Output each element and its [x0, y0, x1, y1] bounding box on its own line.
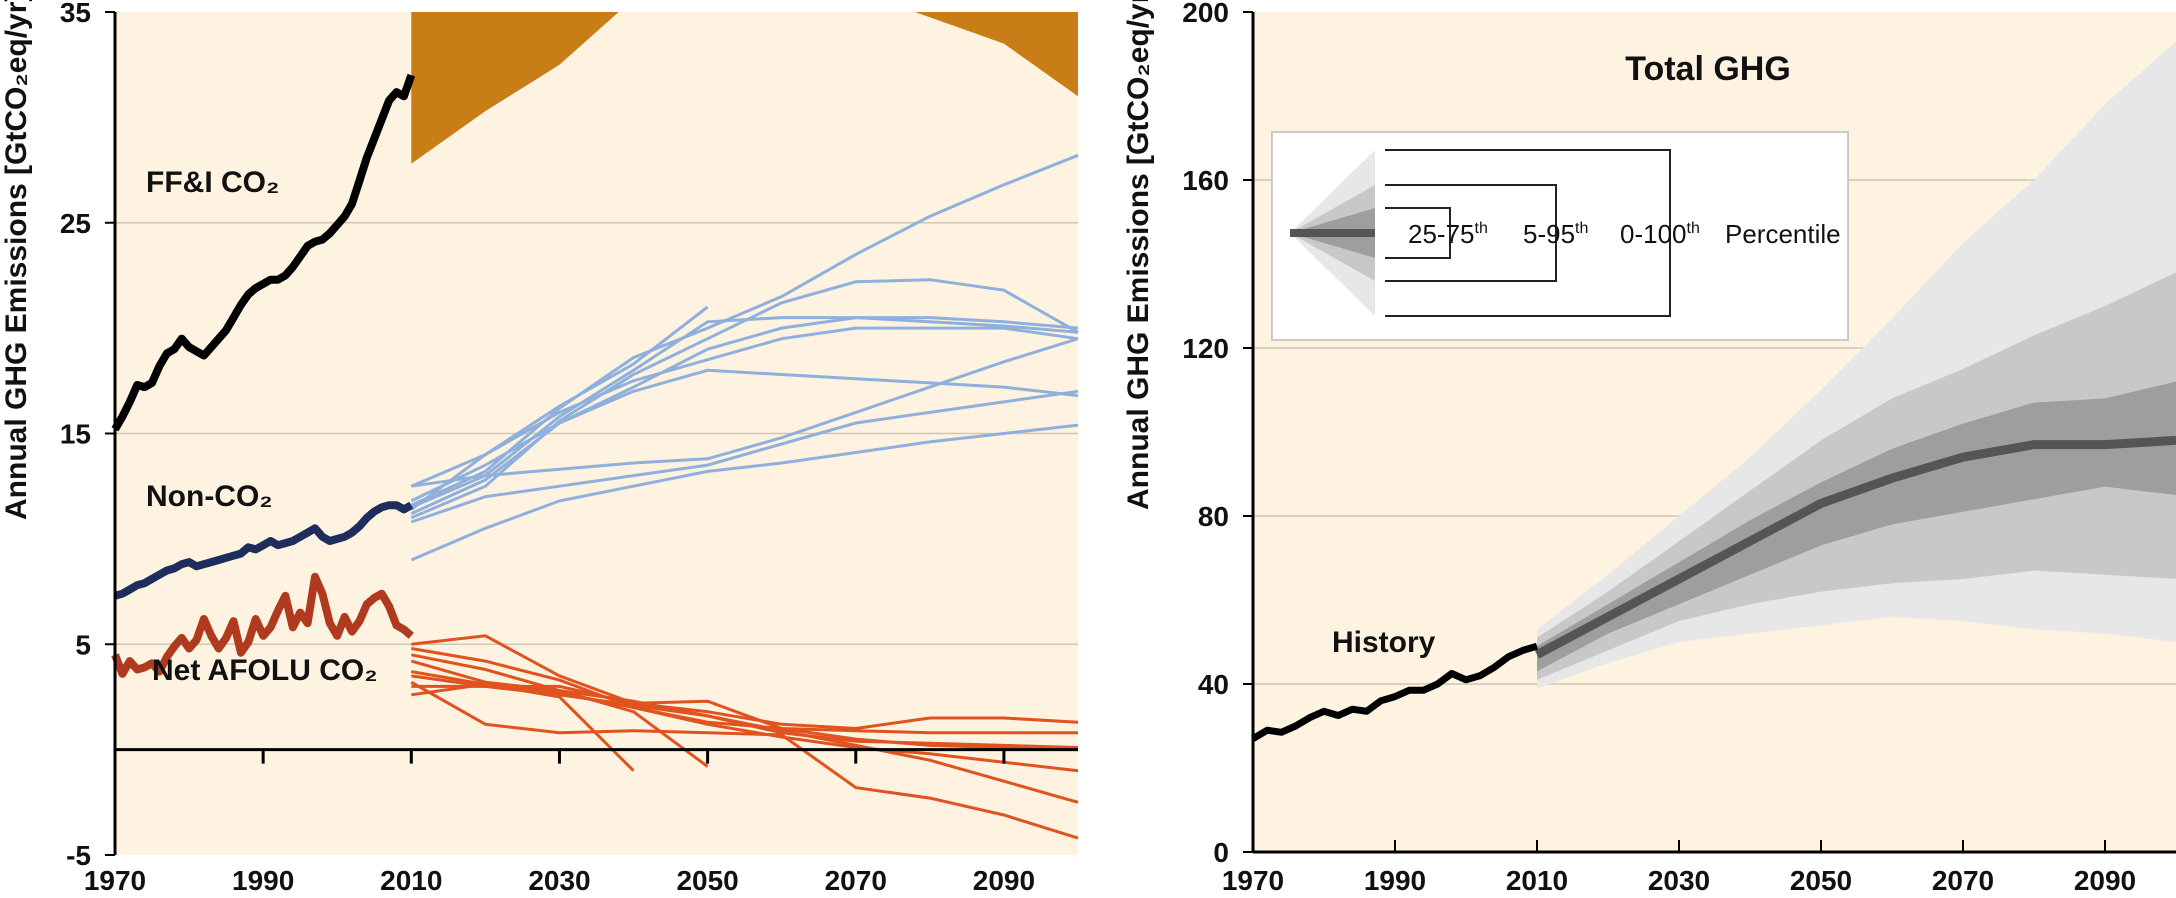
legend-label-0-100: 0-100th: [1620, 219, 1700, 249]
right-x-tick-label: 2050: [1790, 865, 1852, 896]
median-line: [1534, 435, 2176, 659]
nonco2-scenario-line: [410, 278, 1079, 520]
left-y-tick-label: 25: [60, 208, 91, 239]
nonco2-scenarios: [410, 153, 1079, 562]
left-x-tick-label: 1990: [232, 865, 294, 896]
ffi-history-line: [111, 73, 416, 432]
left-y-tick-label: 35: [60, 0, 91, 28]
nonco2-scenario-line: [410, 316, 1079, 503]
nonco2-label: Non-CO₂: [146, 480, 273, 513]
nonco2-scenario-line: [410, 305, 709, 511]
right-x-tick-label: 1970: [1222, 865, 1284, 896]
afolu-scenario-line: [411, 670, 1079, 773]
history-label: History: [1332, 626, 1436, 659]
afolu-scenario-line: [411, 684, 1078, 749]
percentile-legend: 25-75th 5-95th 0-100th Percentile: [1271, 131, 1849, 341]
left-x-tick-label: 2050: [676, 865, 738, 896]
nonco2-scenario-line: [410, 368, 1079, 515]
chart-title: Total GHG: [1625, 50, 1791, 88]
nonco2-scenario-line: [410, 326, 1079, 488]
afolu-co2-label: Net AFOLU CO₂: [152, 654, 378, 687]
right-y-tick-label: 40: [1198, 669, 1229, 700]
right-y-tick-label: 160: [1182, 165, 1229, 196]
ffi-band-area: [915, 12, 1078, 97]
band-25-75: [1537, 381, 2176, 672]
left-y-tick-label: -5: [66, 840, 91, 871]
ffi-co2-label: FF&I CO₂: [146, 166, 279, 199]
right-y-tick-label: 200: [1182, 0, 1229, 28]
left-x-tick-label: 2070: [825, 865, 887, 896]
left-axes: [105, 11, 1078, 856]
right-y-tick-label: 0: [1213, 837, 1229, 868]
nonco2-scenario-line: [410, 389, 1079, 524]
legend-bracket-5-95: [1385, 184, 1557, 282]
afolu-scenario-line: [410, 680, 1079, 840]
left-x-tick-label: 2010: [380, 865, 442, 896]
legend-label-25-75: 25-75th: [1408, 219, 1488, 249]
afolu-history-line: [111, 572, 414, 678]
afolu-scenario-line: [411, 682, 635, 772]
right-x-tick-label: 2010: [1506, 865, 1568, 896]
ffi-band-area: [411, 12, 619, 164]
right-x-tick-label: 2090: [2074, 865, 2136, 896]
nonco2-scenario-line: [411, 337, 1079, 488]
ffi-scenario-band: [411, 12, 1078, 164]
afolu-scenario-line: [411, 634, 1079, 731]
nonco2-history-line: [113, 501, 414, 600]
right-x-tick-label: 2030: [1648, 865, 1710, 896]
left-x-tick-label: 1970: [84, 865, 146, 896]
legend-bracket-25-75: [1385, 207, 1451, 259]
legend-title: Percentile: [1725, 219, 1841, 249]
right-x-tick-label: 1990: [1364, 865, 1426, 896]
right-x-tick-label: 2070: [1932, 865, 1994, 896]
left-y-axis-label: Annual GHG Emissions [GtCO₂eq/yr]: [0, 0, 33, 520]
left-y-tick-label: 15: [60, 419, 91, 450]
nonco2-scenario-line: [410, 423, 1079, 562]
history-line: [1251, 642, 1538, 742]
legend-label-5-95: 5-95th: [1523, 219, 1588, 249]
afolu-scenarios: [410, 634, 1079, 840]
left-y-tick-label: 5: [75, 629, 91, 660]
left-x-tick-label: 2030: [528, 865, 590, 896]
nonco2-scenario-line: [410, 153, 1079, 507]
right-y-tick-label: 80: [1198, 501, 1229, 532]
right-axes: [1243, 11, 2176, 854]
left-history-lines: [111, 73, 416, 678]
right-lines: [1251, 435, 2176, 742]
left-x-tick-label: 2090: [973, 865, 1035, 896]
right-y-tick-label: 120: [1182, 333, 1229, 364]
right-y-axis-label: Annual GHG Emissions [GtCO₂eq/yr]: [1122, 0, 1155, 510]
percentile-bands: [1537, 41, 2176, 689]
legend-bracket-0-100: [1385, 149, 1671, 317]
